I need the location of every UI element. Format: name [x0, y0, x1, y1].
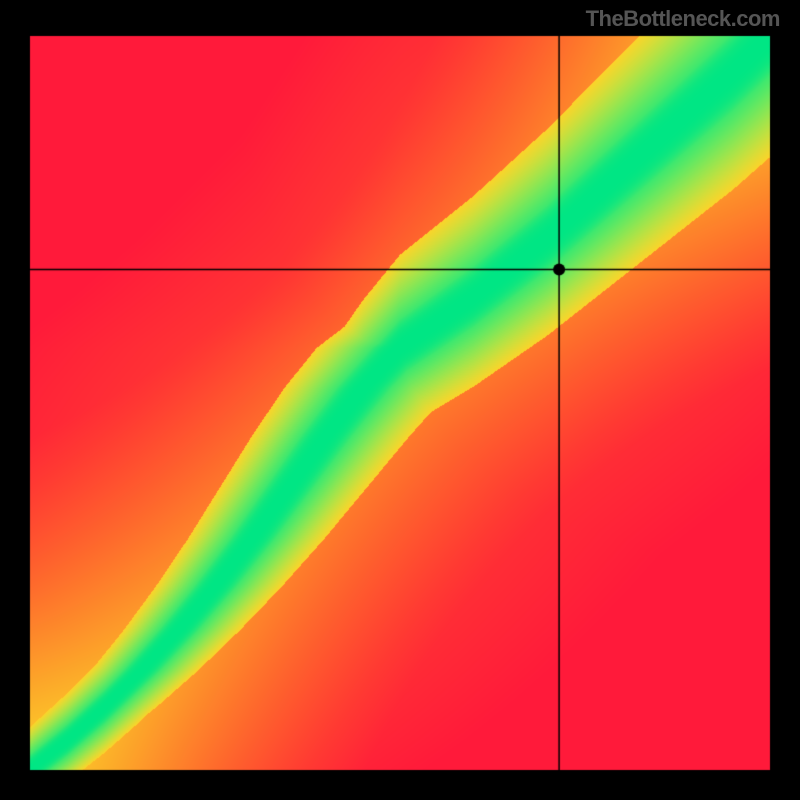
- chart-container: TheBottleneck.com: [0, 0, 800, 800]
- watermark-text: TheBottleneck.com: [586, 6, 780, 32]
- bottleneck-heatmap: [0, 0, 800, 800]
